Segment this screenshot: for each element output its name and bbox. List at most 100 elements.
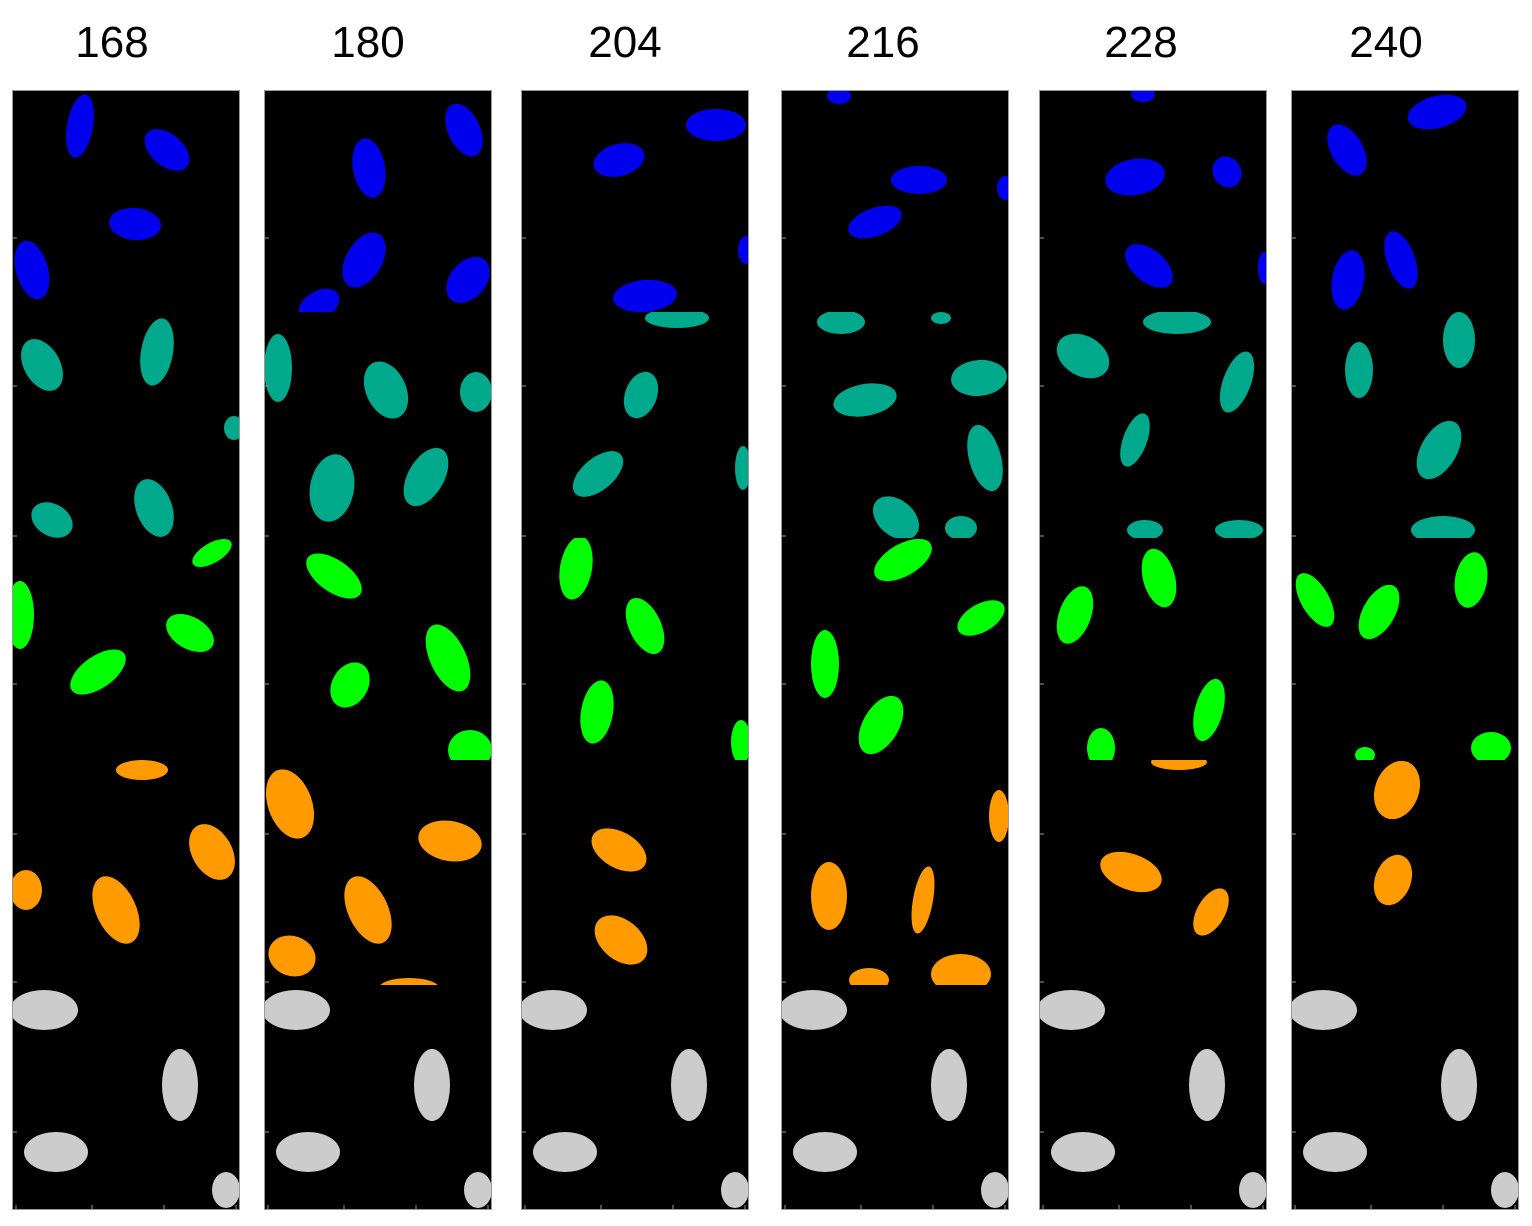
nucleus-blob [811,862,847,930]
nucleus-blob [1087,728,1115,760]
nucleus-blob [12,990,78,1030]
nucleus-blob [1127,520,1163,538]
nucleus-blob [1291,990,1357,1030]
nucleus-blob [967,424,1003,492]
nucleus-blob [1131,90,1155,102]
nucleus-blob [1051,1132,1115,1172]
band-orange [811,790,1009,985]
nucleus-blob [446,256,490,304]
nucleus-blob [1471,732,1511,760]
nucleus-blob [24,1132,88,1172]
nucleus-blob [1193,678,1225,742]
nucleus-blob [414,1049,450,1121]
column-label-228: 228 [1104,18,1178,67]
band-blue [593,109,749,312]
band-blue [298,103,490,312]
nucleus-blob [731,720,749,760]
nucleus-blob [1141,548,1177,608]
nucleus-blob [309,454,355,522]
band-teal [21,318,240,538]
nucleus-blob [559,538,593,600]
nucleus-blob [21,339,63,391]
nucleus-blob [625,597,665,655]
panel-frame [1291,90,1519,1210]
nucleus-blob [1143,312,1211,334]
nucleus-blob [276,1132,340,1172]
nucleus-blob [572,451,624,497]
nucleus-blob [342,232,386,288]
nucleus-blob [817,312,865,334]
nucleus-blob [1441,1049,1477,1121]
band-green [811,538,1005,755]
nucleus-blob [1373,760,1421,820]
nucleus-blob [460,372,492,412]
nucleus-blob [1384,231,1418,289]
nucleus-blob [1151,760,1207,770]
band-teal [817,312,1007,538]
nucleus-blob [1120,413,1150,467]
nucleus-blob [1443,312,1475,368]
nucleus-blob [593,143,645,177]
nucleus-blob [671,1049,707,1121]
nucleus-blob [418,820,482,862]
band-gray [1039,990,1267,1208]
panel-frame [12,90,240,1210]
column-label-216: 216 [846,18,920,67]
nucleus-blob [997,176,1009,200]
band-blue [14,94,190,300]
nucleus-blob [425,624,471,692]
band-orange [591,828,648,965]
band-teal [572,312,749,497]
nucleus-blob [445,103,483,157]
nucleus-blob [951,359,1007,397]
nucleus-blob [1358,584,1400,640]
nucleus-blob [306,553,362,599]
panel-background [521,90,749,1210]
nucleus-blob [849,968,889,985]
nucleus-blob [1039,990,1105,1030]
nucleus-blob [858,695,904,755]
nucleus-blob [891,166,947,194]
nucleus-blob [330,662,370,708]
band-green [1056,548,1225,760]
band-gray [1291,990,1519,1208]
band-green [559,538,749,760]
nucleus-blob [166,614,214,652]
nucleus-blob [738,236,749,264]
nucleus-blob [212,1172,240,1208]
nucleus-blob [140,318,174,386]
nucleus-blob [380,978,438,985]
nucleus-blob [1303,1132,1367,1172]
nucleus-blob [793,1132,857,1172]
nucleus-blob [1105,158,1165,196]
nucleus-blob [1189,1049,1225,1121]
band-gray [264,990,492,1208]
nucleus-blob [66,94,94,158]
column-label-204: 204 [588,18,662,67]
nucleus-blob [352,138,386,198]
nucleus-blob [264,334,292,402]
band-orange [1100,760,1229,936]
nucleus-blob [781,990,847,1030]
nucleus-blob [268,935,316,977]
nucleus-blob [134,479,174,537]
nucleus-blob [533,1132,597,1172]
nucleus-blob [192,539,232,567]
nucleus-blob [848,205,902,239]
band-orange [1373,760,1421,906]
band-green [306,553,492,760]
nucleus-blob [594,915,648,965]
nucleus-blob [1125,244,1173,288]
nucleus-blob [1491,1172,1519,1208]
nucleus-blob [31,502,73,538]
band-teal [1345,312,1475,538]
nucleus-blob [1454,552,1488,608]
nucleus-blob [1056,333,1110,379]
nucleus-blob [872,496,920,538]
nucleus-blob [14,240,50,300]
nucleus-blob [116,760,168,780]
nucleus-blob [224,416,240,440]
nucleus-blob [298,288,340,312]
nucleus-blob [464,1172,492,1208]
band-blue [1327,94,1467,310]
